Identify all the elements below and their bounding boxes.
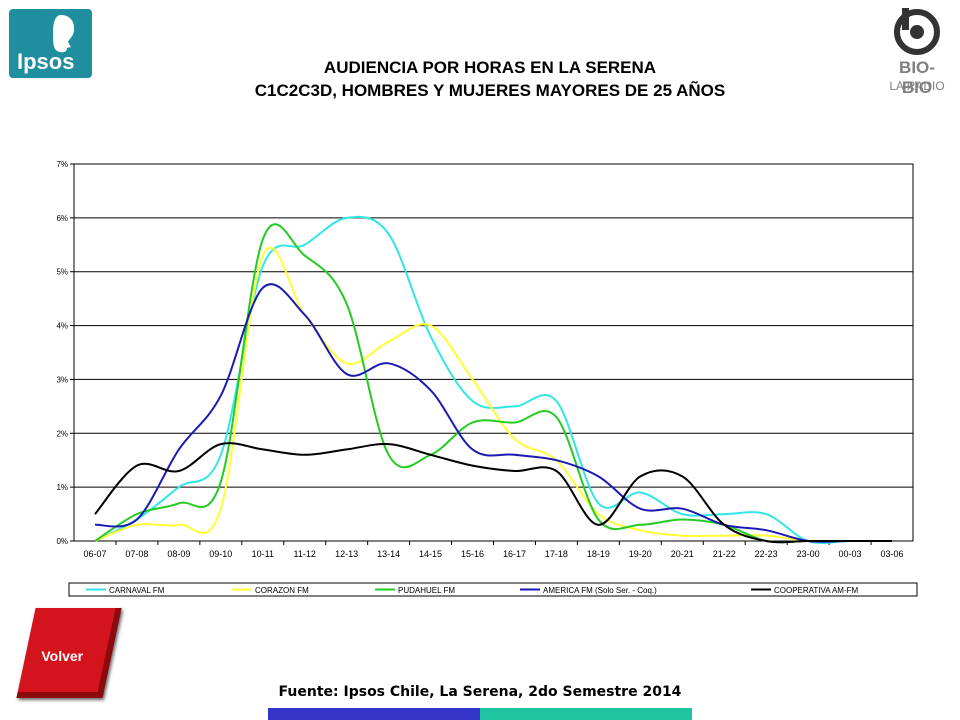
- x-tick-label: 14-15: [419, 549, 442, 559]
- legend-label: AMERICA FM (Solo Ser. - Coq.): [543, 586, 657, 595]
- x-tick-label: 22-23: [755, 549, 778, 559]
- x-tick-label: 15-16: [461, 549, 484, 559]
- y-tick-label: 5%: [56, 268, 68, 277]
- y-tick-label: 1%: [56, 483, 68, 492]
- x-tick-label: 00-03: [839, 549, 862, 559]
- biobio-mark-icon: [894, 8, 940, 55]
- x-tick-label: 07-08: [125, 549, 148, 559]
- chart-title-line1: AUDIENCIA POR HORAS EN LA SERENA: [323, 58, 657, 77]
- x-tick-label: 18-19: [587, 549, 610, 559]
- x-tick-label: 13-14: [377, 549, 400, 559]
- biobio-subtitle: LA RADIO: [889, 79, 945, 93]
- footer-bar-green: [480, 708, 692, 720]
- x-tick-label: 09-10: [209, 549, 232, 559]
- series-line: [94, 223, 892, 544]
- ipsos-head-icon: [53, 15, 75, 53]
- x-axis-ticks: 06-07 07-08 08-09 09-10 10-11 11-12 12-13 13-14…: [83, 541, 904, 559]
- x-tick-label: 06-07: [83, 549, 106, 559]
- x-tick-label: 19-20: [629, 549, 652, 559]
- x-tick-label: 10-11: [252, 549, 274, 559]
- y-tick-label: 0%: [56, 537, 68, 546]
- x-tick-label: 17-18: [545, 549, 568, 559]
- x-tick-label: 08-09: [167, 549, 190, 559]
- x-tick-label: 03-06: [881, 549, 904, 559]
- x-tick-label: 12-13: [335, 549, 358, 559]
- x-tick-label: 11-12: [294, 549, 316, 559]
- legend-label: CORAZON FM: [255, 586, 309, 595]
- biobio-name: BIO-BIO: [899, 58, 935, 97]
- x-tick-label: 20-21: [671, 549, 694, 559]
- ipsos-logo: Ipsos: [9, 9, 92, 78]
- legend-label: PUDAHUEL FM: [398, 586, 455, 595]
- source-note: Fuente: Ipsos Chile, La Serena, 2do Seme…: [278, 684, 682, 700]
- y-tick-label: 2%: [56, 429, 68, 438]
- legend-label: CARNAVAL FM: [109, 586, 165, 595]
- volver-label: Volver: [41, 648, 84, 664]
- x-tick-label: 16-17: [503, 549, 526, 559]
- y-tick-label: 6%: [56, 214, 68, 223]
- plot-area: [73, 163, 914, 542]
- series-line: [94, 442, 892, 544]
- y-axis-ticks: 0% 1% 2% 3% 4% 5% 6% 7%: [56, 160, 74, 546]
- y-tick-label: 3%: [56, 375, 68, 384]
- ipsos-logo-text: Ipsos: [17, 49, 75, 74]
- legend-box: [68, 582, 918, 597]
- biobio-logo: BIO-BIO LA RADIO: [884, 6, 950, 100]
- series-line: [94, 215, 892, 544]
- series-line: [94, 283, 892, 543]
- x-tick-label: 21-22: [713, 549, 736, 559]
- gridlines: [74, 217, 913, 488]
- chart-title-line2: C1C2C3D, HOMBRES Y MUJERES MAYORES DE 25…: [254, 81, 726, 100]
- footer-bar-blue: [268, 708, 480, 720]
- legend: CARNAVAL FM CORAZON FM PUDAHUEL FM AMERICA …: [86, 586, 858, 595]
- y-tick-label: 4%: [56, 322, 68, 331]
- y-tick-label: 7%: [56, 160, 68, 169]
- legend-label: COOPERATIVA AM-FM: [774, 586, 858, 595]
- series-lines: [94, 215, 892, 544]
- x-tick-label: 23-00: [797, 549, 820, 559]
